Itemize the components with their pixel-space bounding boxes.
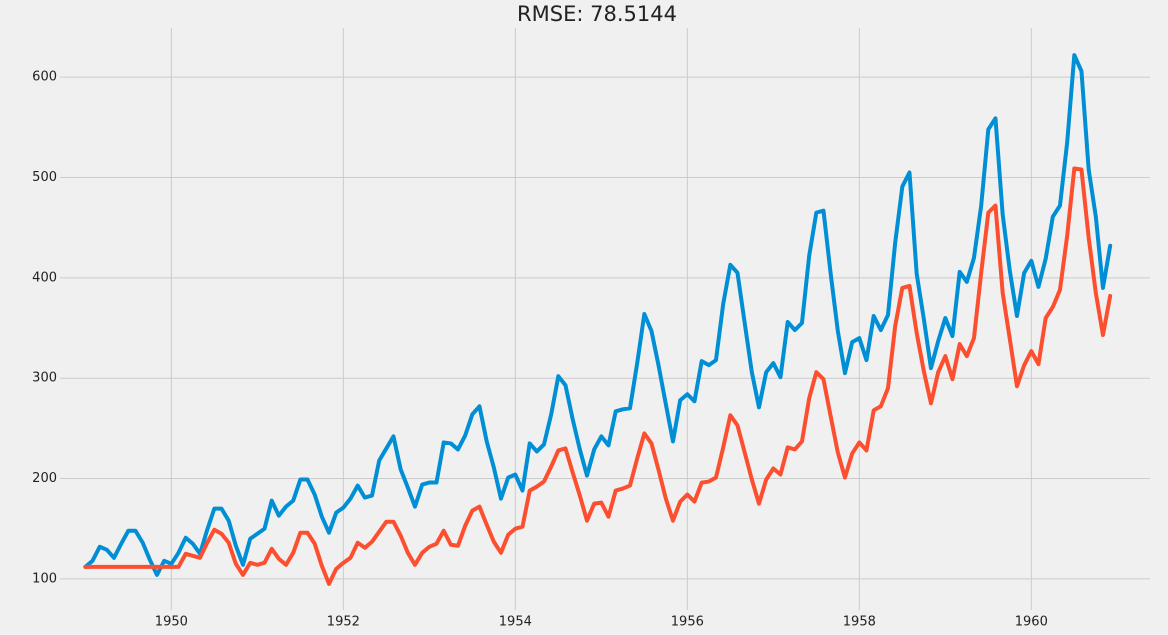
line-series <box>83 166 1113 586</box>
y-tick-label: 100 <box>32 571 57 586</box>
chart-title: RMSE: 78.5144 <box>517 2 677 26</box>
y-tick-label: 600 <box>32 70 57 85</box>
line-series <box>83 53 1113 577</box>
x-tick-label: 1960 <box>1015 615 1048 630</box>
x-tick-label: 1950 <box>155 615 188 630</box>
y-tick-label: 500 <box>32 170 57 185</box>
x-tick-label: 1954 <box>499 615 532 630</box>
x-tick-label: 1952 <box>327 615 360 630</box>
y-tick-label: 200 <box>32 471 57 486</box>
x-tick-label: 1958 <box>843 615 876 630</box>
y-tick-label: 300 <box>32 371 57 386</box>
y-tick-label: 400 <box>32 270 57 285</box>
x-tick-label: 1956 <box>671 615 704 630</box>
